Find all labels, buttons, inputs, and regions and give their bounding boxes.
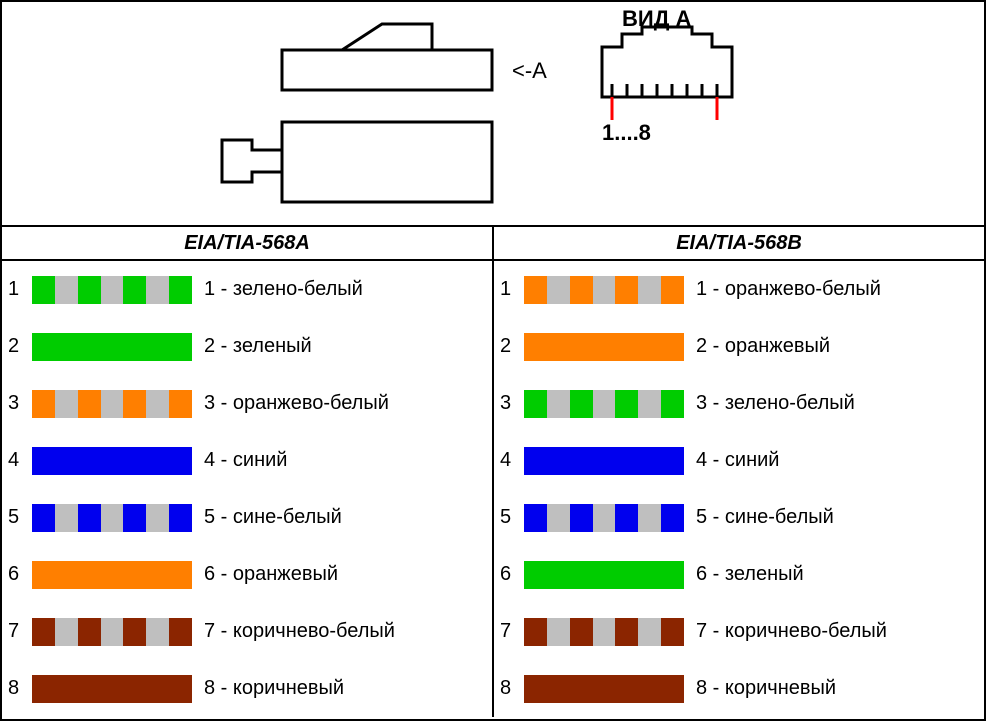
pin-number: 7 <box>500 620 524 643</box>
wire-row: 8 8 - коричневый <box>494 660 984 717</box>
wire-swatch <box>524 447 684 475</box>
wire-label: 7 - коричнево-белый <box>204 620 395 643</box>
wire-label: 4 - синий <box>696 449 779 472</box>
pin-number: 4 <box>500 449 524 472</box>
wire-swatch <box>32 504 192 532</box>
wire-label: 8 - коричневый <box>696 677 836 700</box>
wire-swatch <box>524 618 684 646</box>
pin-number: 1 <box>500 278 524 301</box>
wire-row: 6 6 - зеленый <box>494 546 984 603</box>
rj45-wiring-diagram: ВИД А <-А 1....8 EIA/TIA-568A EIA/TIA-56… <box>0 0 986 721</box>
wire-swatch <box>524 675 684 703</box>
connector-views: ВИД А <-А 1....8 <box>2 2 984 227</box>
wire-label: 3 - оранжево-белый <box>204 392 389 415</box>
col-568b: 1 1 - оранжево-белый 2 2 - оранжевый 3 3 - зе… <box>494 261 984 717</box>
header-568b: EIA/TIA-568B <box>494 227 984 261</box>
wire-label: 8 - коричневый <box>204 677 344 700</box>
wiring-columns: 1 1 - зелено-белый 2 2 - зеленый 3 3 - оранже… <box>2 261 984 717</box>
wire-swatch <box>32 390 192 418</box>
pin-number: 1 <box>8 278 32 301</box>
wire-swatch <box>32 276 192 304</box>
wire-swatch <box>32 618 192 646</box>
arrow-a-indicator: <-А <box>512 58 547 84</box>
wire-swatch <box>32 447 192 475</box>
wire-label: 1 - зелено-белый <box>204 278 363 301</box>
wire-row: 1 1 - зелено-белый <box>2 261 492 318</box>
pin-number: 8 <box>500 677 524 700</box>
wire-row: 7 7 - коричнево-белый <box>494 603 984 660</box>
wire-row: 3 3 - оранжево-белый <box>2 375 492 432</box>
wire-row: 8 8 - коричневый <box>2 660 492 717</box>
wire-swatch <box>524 561 684 589</box>
wire-swatch <box>524 504 684 532</box>
wire-label: 7 - коричнево-белый <box>696 620 887 643</box>
wire-label: 3 - зелено-белый <box>696 392 855 415</box>
pin-number: 4 <box>8 449 32 472</box>
view-a-title: ВИД А <box>622 6 691 32</box>
wire-label: 1 - оранжево-белый <box>696 278 881 301</box>
wire-swatch <box>32 333 192 361</box>
pin-number: 6 <box>8 563 32 586</box>
pin-number: 6 <box>500 563 524 586</box>
wire-swatch <box>32 675 192 703</box>
pin-number: 5 <box>500 506 524 529</box>
wire-label: 2 - зеленый <box>204 335 312 358</box>
wire-row: 2 2 - зеленый <box>2 318 492 375</box>
pin-range-label: 1....8 <box>602 120 651 146</box>
pin-number: 8 <box>8 677 32 700</box>
pin-number: 3 <box>500 392 524 415</box>
wire-row: 1 1 - оранжево-белый <box>494 261 984 318</box>
wire-swatch <box>524 333 684 361</box>
wire-row: 5 5 - сине-белый <box>2 489 492 546</box>
wire-row: 4 4 - синий <box>2 432 492 489</box>
wire-label: 5 - сине-белый <box>696 506 834 529</box>
wire-label: 6 - зеленый <box>696 563 804 586</box>
wire-row: 4 4 - синий <box>494 432 984 489</box>
wire-label: 6 - оранжевый <box>204 563 338 586</box>
wire-swatch <box>524 390 684 418</box>
col-568a: 1 1 - зелено-белый 2 2 - зеленый 3 3 - оранже… <box>2 261 494 717</box>
wire-swatch <box>524 276 684 304</box>
wire-swatch <box>32 561 192 589</box>
pin-number: 2 <box>8 335 32 358</box>
pin-number: 5 <box>8 506 32 529</box>
pin-number: 7 <box>8 620 32 643</box>
wire-row: 7 7 - коричнево-белый <box>2 603 492 660</box>
pin-number: 3 <box>8 392 32 415</box>
wire-label: 5 - сине-белый <box>204 506 342 529</box>
pin-number: 2 <box>500 335 524 358</box>
wire-row: 2 2 - оранжевый <box>494 318 984 375</box>
standards-header-row: EIA/TIA-568A EIA/TIA-568B <box>2 227 984 261</box>
wire-row: 3 3 - зелено-белый <box>494 375 984 432</box>
connector-svg <box>2 2 984 227</box>
wire-row: 5 5 - сине-белый <box>494 489 984 546</box>
wire-label: 2 - оранжевый <box>696 335 830 358</box>
wire-label: 4 - синий <box>204 449 287 472</box>
header-568a: EIA/TIA-568A <box>2 227 494 261</box>
wire-row: 6 6 - оранжевый <box>2 546 492 603</box>
